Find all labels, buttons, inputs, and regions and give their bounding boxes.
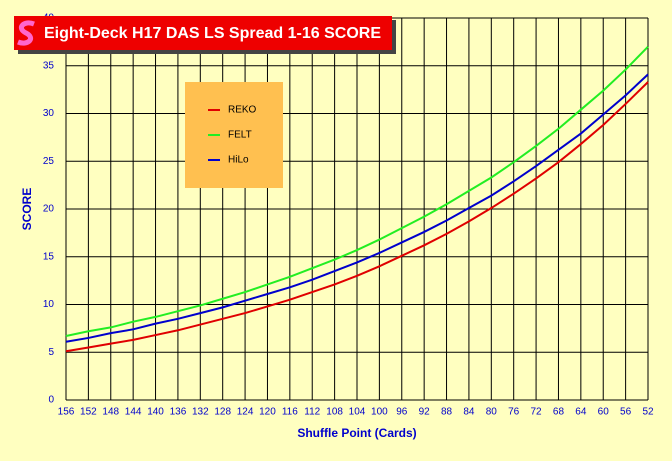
x-tick-label: 84 (463, 407, 475, 418)
x-tick-label: 140 (147, 407, 164, 418)
x-tick-label: 68 (553, 407, 565, 418)
y-tick-label: 15 (43, 251, 55, 262)
y-tick-label: 35 (43, 60, 55, 71)
x-tick-label: 64 (575, 407, 587, 418)
x-tick-label: 112 (304, 407, 320, 418)
x-tick-label: 156 (58, 407, 75, 418)
x-tick-label: 88 (441, 407, 453, 418)
x-tick-label: 136 (170, 407, 187, 418)
x-tick-label: 72 (531, 407, 543, 418)
x-tick-label: 132 (192, 407, 209, 418)
series-line (65, 73, 649, 343)
legend-label: HiLo (228, 155, 249, 166)
legend-box (185, 82, 283, 188)
x-tick-label: 152 (80, 407, 97, 418)
x-tick-label: 60 (598, 407, 610, 418)
x-tick-label: 116 (282, 407, 298, 418)
legend: REKO FELT HiLo (208, 105, 257, 166)
y-tick-label: 10 (43, 299, 55, 310)
legend-label: FELT (228, 130, 252, 141)
x-tick-label: 124 (237, 407, 254, 418)
logo (17, 20, 35, 46)
x-tick-label: 100 (371, 407, 388, 418)
y-tick-label: 20 (43, 204, 55, 215)
x-tick-label: 108 (326, 407, 343, 418)
x-tick-label: 96 (396, 407, 408, 418)
x-tick-label: 148 (102, 407, 119, 418)
title-box (14, 16, 392, 50)
x-axis-title: Shuffle Point (Cards) (297, 426, 416, 440)
series-line (65, 81, 649, 353)
x-tick-label: 80 (486, 407, 498, 418)
y-tick-label: 5 (48, 347, 54, 358)
chart-title: Eight-Deck H17 DAS LS Spread 1-16 SCORE (44, 25, 381, 42)
legend-label: REKO (228, 105, 257, 116)
x-tick-label: 104 (349, 407, 366, 418)
x-tick-label: 92 (419, 407, 431, 418)
y-axis-title: SCORE (20, 188, 34, 231)
series-line (65, 45, 649, 337)
x-tick-label: 56 (620, 407, 632, 418)
x-tick-label: 120 (259, 407, 276, 418)
x-tick-label: 128 (214, 407, 231, 418)
y-tick-label: 30 (43, 108, 55, 119)
y-tick-label: 25 (43, 156, 55, 167)
x-tick-label: 76 (508, 407, 520, 418)
y-tick-label: 0 (48, 395, 54, 406)
x-tick-label: 144 (125, 407, 142, 418)
x-tick-label: 52 (642, 407, 654, 418)
